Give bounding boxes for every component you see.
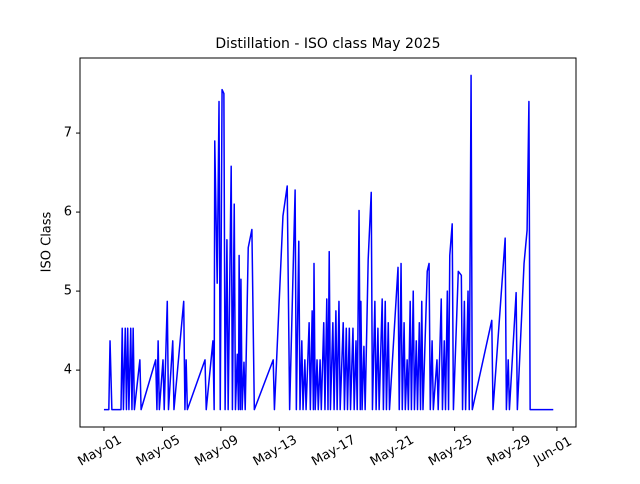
chart-title: Distillation - ISO class May 2025 — [215, 36, 440, 52]
plot-frame — [79, 57, 577, 428]
y-tick-label: 4 — [64, 363, 72, 378]
y-tick-label: 7 — [64, 126, 72, 141]
y-tick-label: 6 — [64, 205, 72, 220]
y-axis-label: ISO Class — [40, 211, 55, 272]
data-line — [103, 74, 554, 411]
y-tick-label: 5 — [64, 284, 72, 299]
